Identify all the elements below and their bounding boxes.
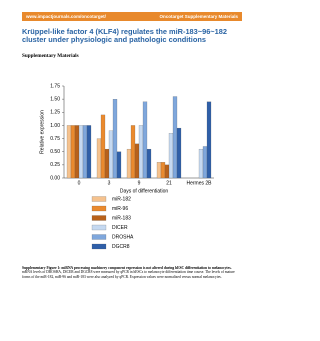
page: www.impactjournals.com/oncotarget/ Oncot… — [22, 12, 242, 279]
section-heading: Supplementary Materials — [22, 53, 79, 59]
bar — [142, 101, 148, 179]
legend-label: miR-182 — [112, 196, 131, 202]
bar — [160, 162, 166, 179]
bar — [138, 125, 144, 179]
y-tick-label: 1.50 — [50, 96, 60, 102]
bar — [116, 151, 122, 179]
y-tick-label: 1.00 — [50, 123, 60, 129]
bar — [146, 148, 152, 179]
x-axis-label: Days of differentiation — [120, 188, 168, 194]
bar — [96, 138, 102, 179]
bar — [66, 125, 72, 179]
bar — [156, 162, 162, 179]
bar — [112, 99, 118, 179]
legend-label: DICER — [112, 225, 128, 231]
bar — [100, 114, 106, 179]
x-tick-label: 21 — [166, 180, 172, 186]
chart: 0.00 0.25 0.50 0.75 1.00 1.25 1.50 1.75 Relative… — [39, 83, 214, 250]
caption-text: mRNA levels of DROSHA, DICER and DGCR8 w… — [22, 270, 235, 279]
bar — [86, 125, 92, 179]
y-tick-label: 0.00 — [50, 175, 60, 181]
x-tick-label: 0 — [78, 180, 81, 186]
bar — [164, 164, 170, 179]
y-tick-label: 0.50 — [50, 149, 60, 155]
bar — [172, 96, 178, 179]
bar — [78, 125, 84, 179]
figure-caption: Supplementary Figure 1: miRNA processing… — [22, 266, 242, 279]
legend-label: miR-183 — [112, 215, 131, 221]
bar — [130, 125, 136, 179]
bar — [126, 148, 132, 179]
legend-label: miR-96 — [112, 206, 128, 212]
journal-name: Oncotarget Supplementary Materials — [159, 14, 238, 19]
x-tick-label: 9 — [138, 180, 141, 186]
bar — [134, 143, 140, 179]
bar — [104, 148, 110, 179]
legend-swatch — [91, 224, 107, 231]
x-tick-label: Hermes 2B — [186, 180, 212, 186]
bar — [206, 101, 212, 179]
legend-swatch — [91, 196, 107, 202]
legend-swatch — [91, 205, 107, 212]
bar — [108, 130, 114, 179]
bar — [168, 133, 174, 179]
bar — [202, 146, 208, 179]
bar — [74, 125, 80, 179]
y-axis-label: Relative expression — [39, 110, 45, 154]
journal-url[interactable]: www.impactjournals.com/oncotarget/ — [26, 14, 106, 19]
y-tick-label: 0.25 — [50, 162, 60, 168]
legend-swatch — [91, 243, 107, 250]
legend-label: DROSHA — [112, 234, 134, 240]
bar — [176, 127, 182, 179]
legend-swatch — [91, 215, 107, 221]
y-tick-label: 0.75 — [50, 136, 60, 142]
y-tick-label: 1.75 — [50, 83, 60, 89]
article-title: Krüppel-like factor 4 (KLF4) regulates t… — [22, 27, 227, 45]
bar — [82, 125, 88, 179]
header-bar: www.impactjournals.com/oncotarget/ Oncot… — [22, 12, 242, 21]
legend-label: DGCR8 — [112, 244, 130, 250]
bar — [198, 148, 204, 179]
legend-swatch — [91, 234, 107, 240]
caption-label: Supplementary Figure 1: miRNA processing… — [22, 266, 232, 270]
x-tick-label: 3 — [108, 180, 111, 186]
bar — [70, 125, 76, 179]
y-tick-label: 1.25 — [50, 110, 60, 116]
